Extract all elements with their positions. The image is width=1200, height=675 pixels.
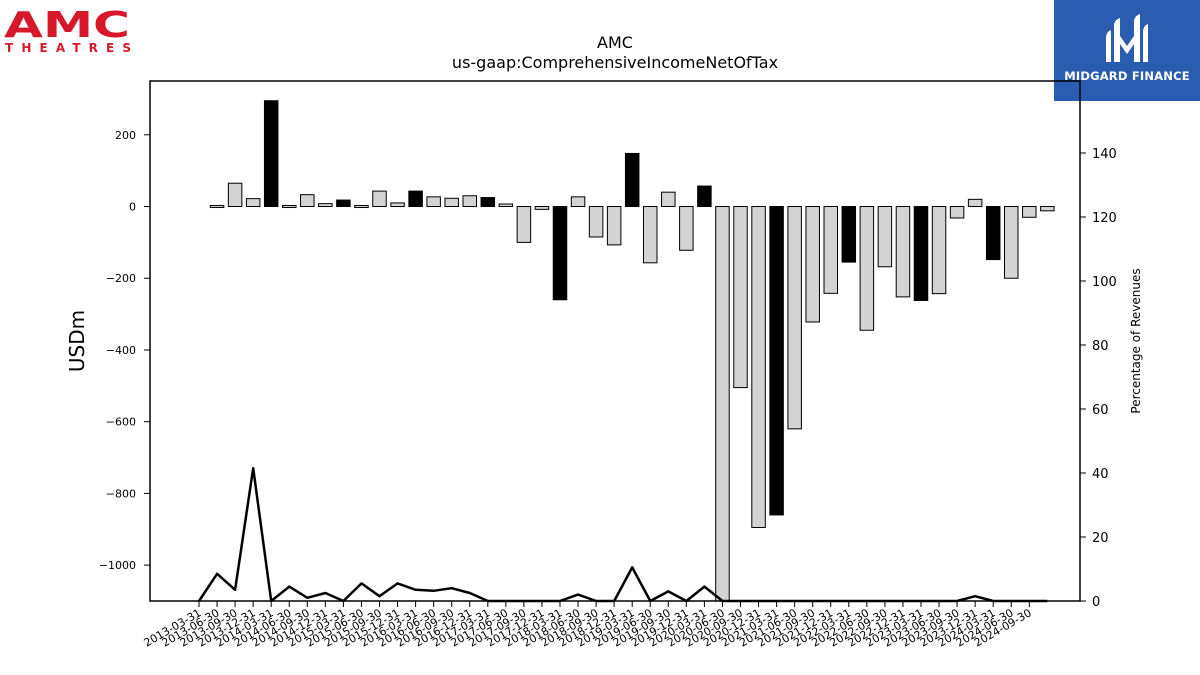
bar xyxy=(552,206,568,301)
bar xyxy=(516,206,532,243)
y2-tick-label: 100 xyxy=(1092,275,1117,290)
y2-tick-label: 20 xyxy=(1092,531,1109,546)
bar xyxy=(859,206,875,331)
y2-tick-label: 120 xyxy=(1092,211,1117,226)
bar xyxy=(245,198,261,208)
y2-axis-label: Percentage of Revenues xyxy=(1129,268,1143,413)
chart-title: AMC xyxy=(597,33,633,52)
bar xyxy=(751,206,766,528)
bar xyxy=(300,194,315,208)
bar xyxy=(877,206,893,268)
y2-tick-label: 140 xyxy=(1092,147,1117,162)
y-tick-label: −200 xyxy=(106,272,136,285)
bar xyxy=(444,197,459,208)
bar xyxy=(318,203,333,208)
bar xyxy=(697,185,712,208)
bar xyxy=(570,196,586,208)
bar xyxy=(895,206,911,298)
bar xyxy=(787,206,802,430)
chart-subtitle: us-gaap:ComprehensiveIncomeNetOfTax xyxy=(452,53,778,72)
bar xyxy=(426,196,441,208)
bar xyxy=(733,206,748,389)
bar xyxy=(841,206,857,263)
bar xyxy=(1004,206,1019,279)
bar xyxy=(985,206,1001,261)
y-tick-label: −600 xyxy=(106,416,136,429)
bar xyxy=(209,205,225,209)
bar xyxy=(606,206,622,246)
bar xyxy=(1040,206,1055,212)
bar xyxy=(679,206,694,251)
bar xyxy=(931,206,947,295)
y-tick-label: −800 xyxy=(106,487,136,500)
midgard-finance-logo: MIDGARD FINANCE xyxy=(1054,0,1200,101)
bar xyxy=(769,206,784,516)
bar xyxy=(354,205,369,209)
bar xyxy=(227,182,243,208)
bar xyxy=(336,199,351,208)
bar xyxy=(462,195,477,208)
bar xyxy=(534,206,550,210)
bar xyxy=(967,198,983,208)
bar xyxy=(661,191,676,208)
amc-theatres-logo: AMC THEATRES xyxy=(4,5,131,55)
plot-area: −1000 −800 −600 −400 −200 0 200 0 20 40 60 80 100 120… xyxy=(99,100,1117,650)
y-tick-label: −400 xyxy=(106,344,136,357)
bar xyxy=(588,206,604,238)
bar xyxy=(624,152,640,208)
plot-frame xyxy=(149,80,1081,602)
revenue-percentage-line xyxy=(197,466,1048,603)
bar xyxy=(715,206,730,602)
bar xyxy=(949,206,965,219)
bar xyxy=(480,197,496,208)
y-tick-label: 0 xyxy=(129,201,136,214)
y2-tick-label: 60 xyxy=(1092,403,1109,418)
bar xyxy=(372,190,387,208)
bar xyxy=(823,206,838,294)
bar xyxy=(913,206,929,301)
y2-tick-label: 0 xyxy=(1092,595,1100,610)
bar xyxy=(498,203,514,208)
y2-tick-label: 40 xyxy=(1092,467,1109,482)
bar xyxy=(263,100,279,208)
amc-logo-letters: AMC xyxy=(4,5,130,46)
bar xyxy=(643,206,658,264)
y2-tick-label: 80 xyxy=(1092,339,1109,354)
bar xyxy=(1022,206,1037,218)
midgard-mark-icon xyxy=(1106,14,1148,62)
bar xyxy=(805,206,820,323)
bar xyxy=(408,190,423,208)
bar xyxy=(390,202,405,208)
bar xyxy=(282,205,297,209)
midgard-finance-wordmark: MIDGARD FINANCE xyxy=(1064,69,1190,83)
y-tick-label: 200 xyxy=(115,129,136,142)
y-axis-label: USDm xyxy=(65,310,89,372)
y-tick-label: −1000 xyxy=(99,559,136,572)
